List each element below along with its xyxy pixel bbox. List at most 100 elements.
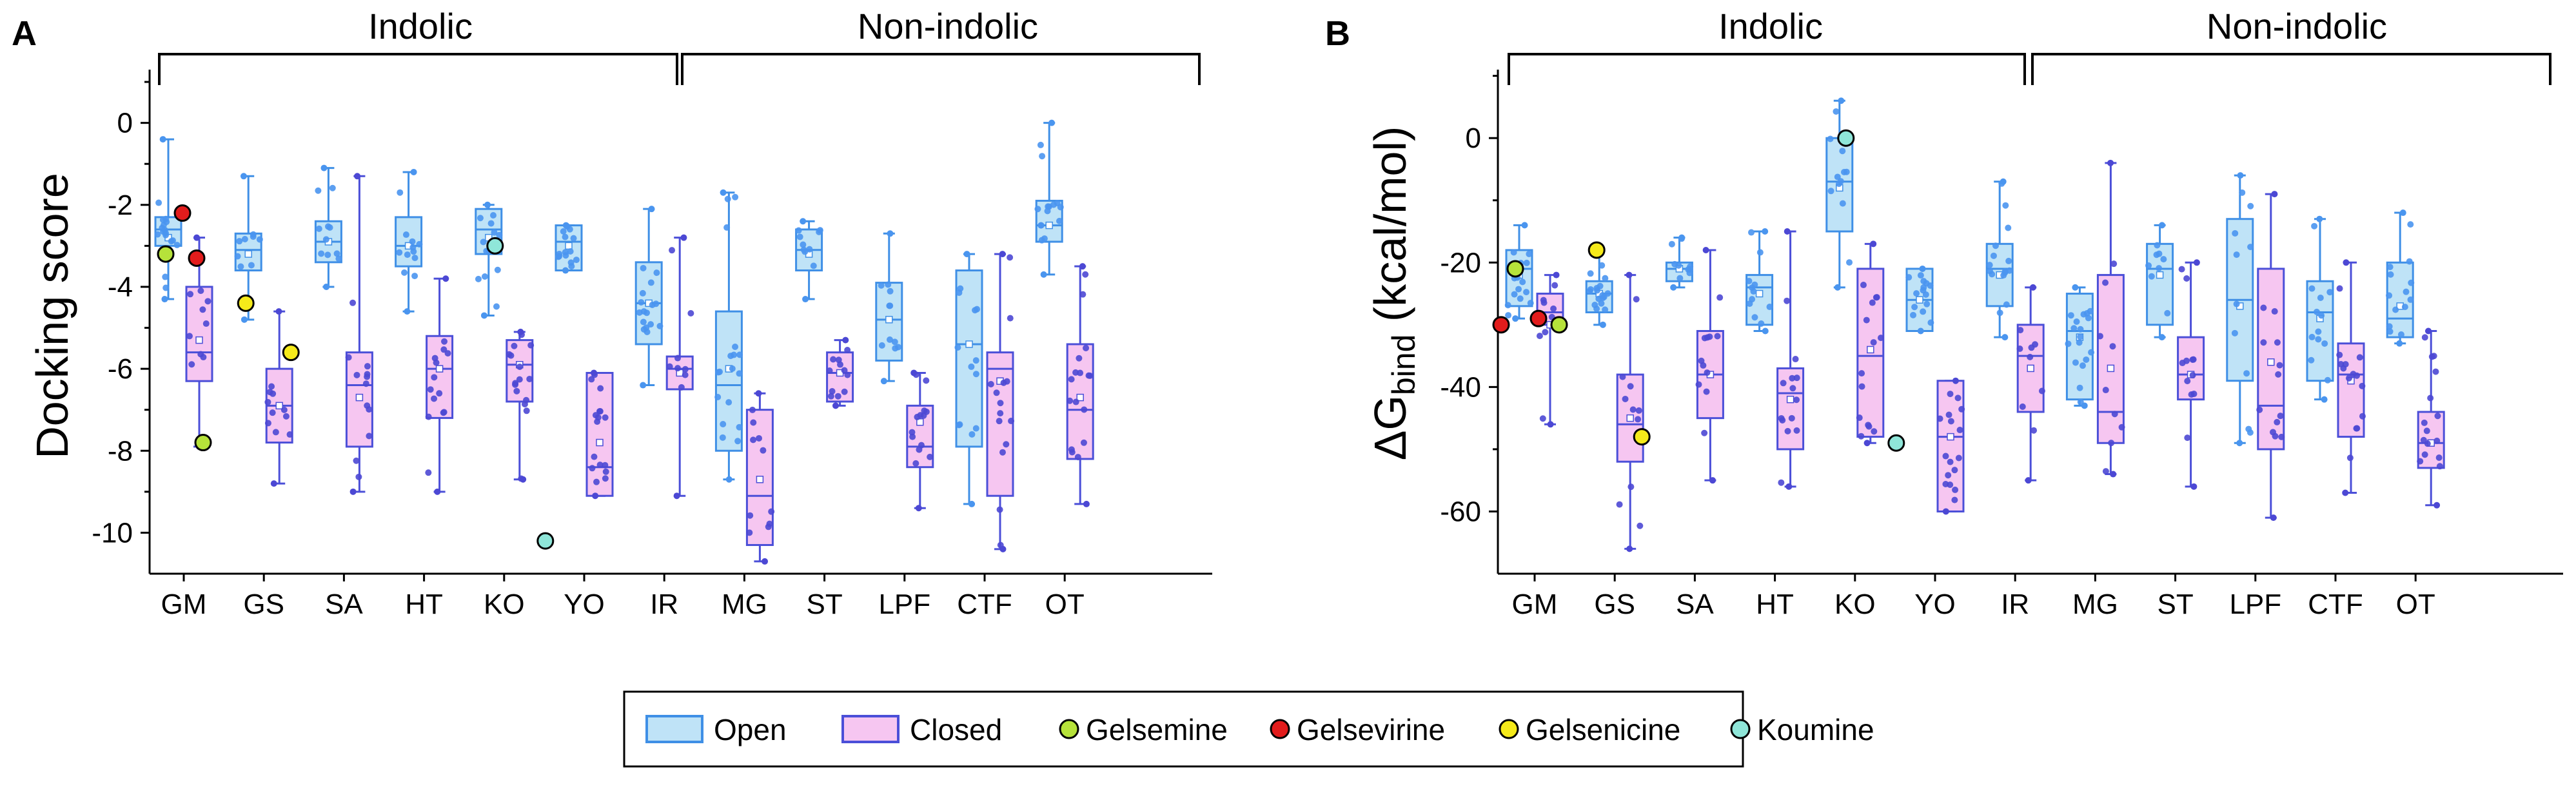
sample-point — [1716, 294, 1724, 301]
sample-point — [2317, 294, 2324, 301]
legend-items: Open Closed Gelsemine Gelsevirine Gelsenicin… — [645, 713, 1874, 746]
sample-point — [593, 478, 600, 485]
panel-a-box-open-mg — [714, 189, 743, 483]
sample-point — [591, 369, 598, 376]
sample-point — [2433, 502, 2441, 509]
panel-a-box-open-yo — [555, 222, 583, 274]
panel-b-box-open-ir — [1985, 178, 2014, 341]
sample-point — [644, 309, 651, 317]
sample-point — [800, 218, 807, 225]
panel-a-box-open-gs — [234, 173, 263, 323]
sample-point — [760, 447, 767, 454]
sample-point — [237, 263, 244, 270]
sample-point — [1947, 418, 1954, 425]
sample-point — [1668, 240, 1675, 248]
sample-point — [2108, 440, 2115, 447]
sample-point — [2102, 387, 2109, 394]
sample-point — [1072, 398, 1079, 405]
panel-b-xtick-label: LPF — [2229, 589, 2281, 620]
sample-point — [2005, 224, 2012, 231]
sample-point — [324, 251, 331, 258]
sample-point — [411, 273, 418, 280]
sample-point — [1536, 333, 1543, 340]
sample-point — [1523, 289, 1530, 296]
sample-point — [567, 259, 575, 266]
sample-point — [795, 227, 802, 234]
sample-point — [272, 429, 279, 436]
sample-point — [2003, 301, 2010, 308]
sample-point — [2156, 250, 2163, 257]
sample-point — [1748, 229, 1755, 236]
sample-point — [589, 465, 596, 472]
legend-label: Koumine — [1757, 713, 1874, 746]
sample-point — [1789, 375, 1796, 382]
sample-point — [1863, 317, 1870, 324]
sample-point — [729, 365, 736, 372]
sample-point — [240, 173, 247, 180]
panel-b-box-closed-mg — [2096, 159, 2125, 478]
sample-point — [927, 453, 934, 460]
panel-b-ytick-label: -60 — [1440, 496, 1481, 527]
panel-b-bracket-nonindolic — [2031, 53, 2551, 85]
sample-point — [2316, 215, 2323, 222]
sample-point — [248, 262, 255, 269]
sample-point — [1927, 319, 1934, 326]
legend-swatch-dot — [1270, 719, 1290, 739]
sample-point — [434, 488, 441, 495]
panel-b-box-open-ot — [2386, 209, 2415, 347]
panel-a-ytick-label: -6 — [108, 353, 133, 385]
sample-point — [1599, 321, 1606, 328]
panel-a-bracket-nonindolic — [681, 53, 1201, 85]
sample-point — [442, 275, 449, 282]
sample-point — [1037, 222, 1045, 229]
sample-point — [199, 306, 206, 313]
sample-point — [1996, 309, 2003, 317]
sample-point — [2178, 266, 2185, 273]
sample-point — [923, 408, 930, 415]
sample-point — [1942, 508, 1949, 515]
sample-point — [1704, 334, 1711, 341]
sample-point — [477, 215, 484, 222]
panel-b-group-nonindolic: Non-indolic — [2207, 6, 2387, 46]
box-iqr — [585, 371, 614, 497]
sample-point — [2236, 440, 2243, 447]
panel-a-box-open-st — [795, 218, 823, 303]
sample-point — [719, 434, 726, 441]
sample-point — [562, 222, 569, 229]
sample-point — [747, 512, 754, 519]
sample-point — [2077, 333, 2084, 340]
sample-point — [1784, 297, 1791, 304]
sample-point — [1550, 305, 1557, 312]
panel-b-ytick-label: -20 — [1440, 247, 1481, 278]
sample-point — [2107, 159, 2114, 166]
sample-point — [2430, 353, 2437, 360]
sample-point — [241, 236, 248, 243]
sample-point — [1955, 454, 1962, 462]
sample-point — [2083, 356, 2090, 363]
sample-point — [1766, 304, 1773, 311]
sample-point — [1923, 300, 1931, 307]
panel-b-xtick-label: HT — [1756, 589, 1794, 620]
sample-point — [2076, 384, 2083, 391]
sample-point — [1745, 277, 1753, 284]
sample-point — [716, 368, 723, 375]
panel-a-ytick-label: -10 — [92, 517, 133, 549]
sample-point — [155, 199, 162, 206]
sample-point — [1539, 415, 1546, 422]
sample-point — [1751, 314, 1758, 321]
sample-point — [2260, 339, 2267, 346]
box-iqr — [426, 335, 454, 419]
box-mean — [2107, 364, 2115, 373]
panel-a-xtick-label: HT — [405, 589, 443, 620]
sample-point — [409, 238, 416, 245]
sample-point — [887, 230, 894, 237]
legend-label: Gelsevirine — [1297, 713, 1445, 746]
sample-point — [1785, 483, 1793, 490]
sample-point — [1841, 168, 1848, 175]
sample-point — [666, 363, 673, 370]
sample-point — [2179, 360, 2186, 367]
sample-point — [1758, 320, 1765, 327]
sample-point — [1040, 271, 1047, 278]
sample-point — [2270, 514, 2277, 521]
box-iqr — [1936, 380, 1965, 512]
